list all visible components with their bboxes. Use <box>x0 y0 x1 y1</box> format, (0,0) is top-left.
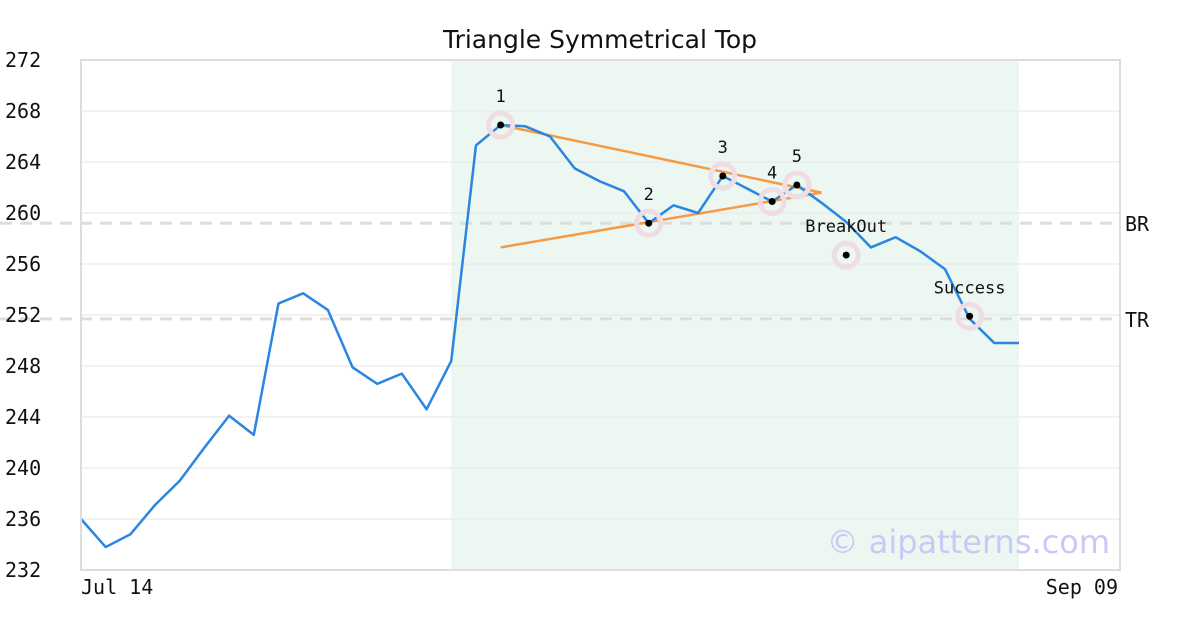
y-tick-label: 232 <box>5 558 41 582</box>
point-label: 5 <box>792 147 802 167</box>
point-dot <box>719 172 727 180</box>
y-tick-label: 268 <box>5 99 41 123</box>
y-axis-ticks: 232 236 240 244 248 252 256 260 264 268 272 <box>5 48 41 582</box>
level-lines: BR TR <box>0 212 1150 332</box>
y-tick-label: 256 <box>5 252 41 276</box>
plot-frame <box>80 59 1121 571</box>
x-tick-label: Sep 09 <box>1046 575 1118 599</box>
point-dot <box>842 251 850 259</box>
y-tick-label: 248 <box>5 354 41 378</box>
point-label: 1 <box>496 87 506 107</box>
point-halo <box>634 208 664 238</box>
point-label: 2 <box>644 185 654 205</box>
x-axis-ticks: Jul 14 Sep 09 <box>81 575 1118 599</box>
point-halo <box>831 240 861 270</box>
y-tick-label: 240 <box>5 456 41 480</box>
point-halo <box>782 170 812 200</box>
point-halo <box>757 187 787 217</box>
pattern-points: 1 2 3 45 BreakOut Success <box>486 87 1006 331</box>
y-tick-label: 244 <box>5 405 41 429</box>
level-label: TR <box>1125 308 1150 332</box>
y-tick-label: 252 <box>5 303 41 327</box>
trendline <box>500 123 822 194</box>
point-label: BreakOut <box>805 217 887 237</box>
point-dot <box>793 181 801 189</box>
x-tick-label: Jul 14 <box>81 575 153 599</box>
chart-title: Triangle Symmetrical Top <box>442 25 757 54</box>
price-series-line <box>80 123 1019 549</box>
y-tick-label: 260 <box>5 201 41 225</box>
level-label: BR <box>1125 212 1150 236</box>
y-tick-label: 264 <box>5 150 41 174</box>
point-label: 4 <box>767 164 777 184</box>
point-halo <box>708 161 738 191</box>
point-dot <box>497 121 505 129</box>
point-dot <box>768 198 776 206</box>
point-dot <box>966 312 974 320</box>
point-label: 3 <box>718 138 728 158</box>
point-dot <box>645 219 653 227</box>
watermark: © aipatterns.com <box>827 523 1110 561</box>
point-halo <box>955 301 985 331</box>
point-halo <box>486 110 516 140</box>
y-tick-label: 236 <box>5 507 41 531</box>
point-label: Success <box>934 278 1006 298</box>
y-tick-label: 272 <box>5 48 41 72</box>
